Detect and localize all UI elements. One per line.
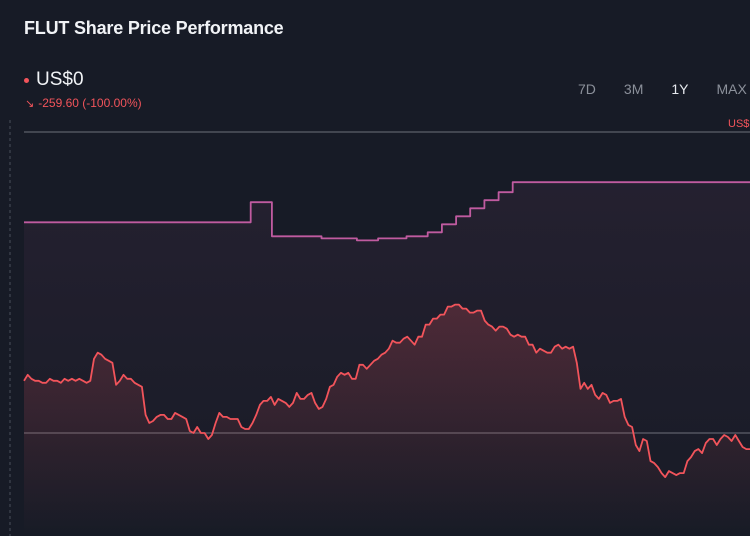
current-price: US$0 [36, 69, 84, 90]
price-change-value: -259.60 (-100.00%) [38, 96, 142, 110]
page-title: FLUT Share Price Performance [24, 18, 284, 38]
right-axis-label: US$ [728, 118, 749, 130]
price-display: US$0 [24, 69, 84, 91]
tab-1y[interactable]: 1Y [671, 81, 689, 97]
estimate-line [24, 181, 750, 242]
estimate-area [24, 182, 750, 536]
tab-3m[interactable]: 3M [623, 81, 644, 97]
price-change: ↘ -259.60 (-100.00%) [25, 96, 142, 110]
tab-7d[interactable]: 7D [578, 81, 596, 97]
timeframe-tabs: 7D 3M 1Y MAX [578, 81, 747, 97]
tab-max[interactable]: MAX [716, 81, 747, 97]
price-line [23, 303, 750, 478]
arrow-down-right-icon: ↘ [25, 97, 35, 110]
price-dot-icon [24, 77, 29, 83]
